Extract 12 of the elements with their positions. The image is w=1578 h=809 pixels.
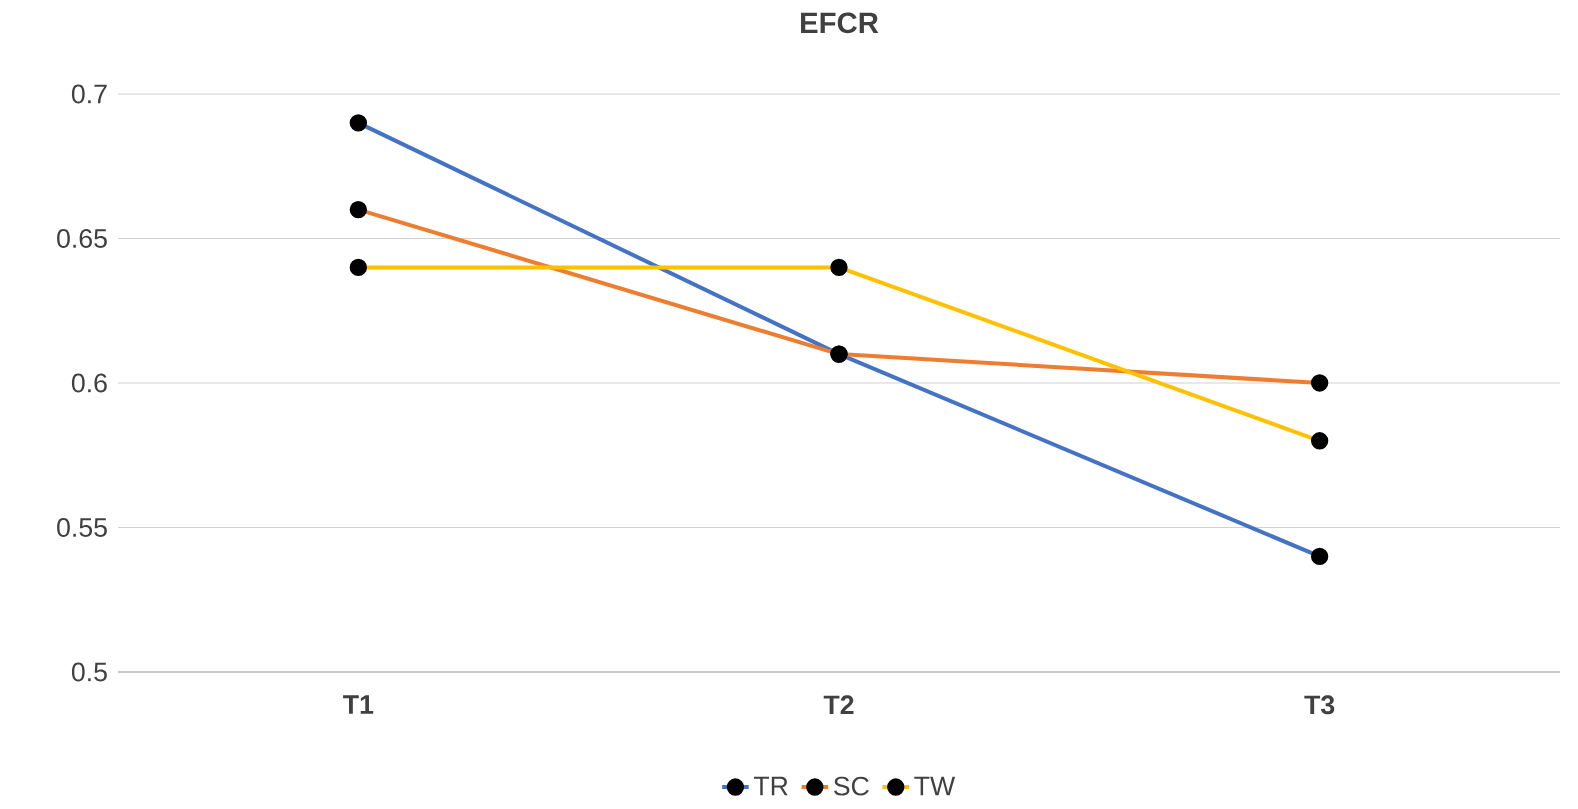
chart-title: EFCR	[801, 12, 879, 34]
y-tick-label: 0.6	[71, 373, 107, 393]
x-tick-label: T3	[1304, 695, 1335, 715]
y-tick-label: 0.55	[57, 518, 107, 537]
legend-label: TR	[753, 776, 788, 796]
x-tick-label: T2	[823, 695, 854, 714]
y-tick-label: 0.5	[71, 662, 107, 682]
x-tick-label: T1	[343, 695, 374, 714]
y-tick-label: 0.7	[71, 84, 107, 104]
legend-label: TW	[914, 776, 956, 796]
y-tick-label: 0.65	[57, 229, 107, 248]
legend-label: SC	[834, 776, 869, 796]
